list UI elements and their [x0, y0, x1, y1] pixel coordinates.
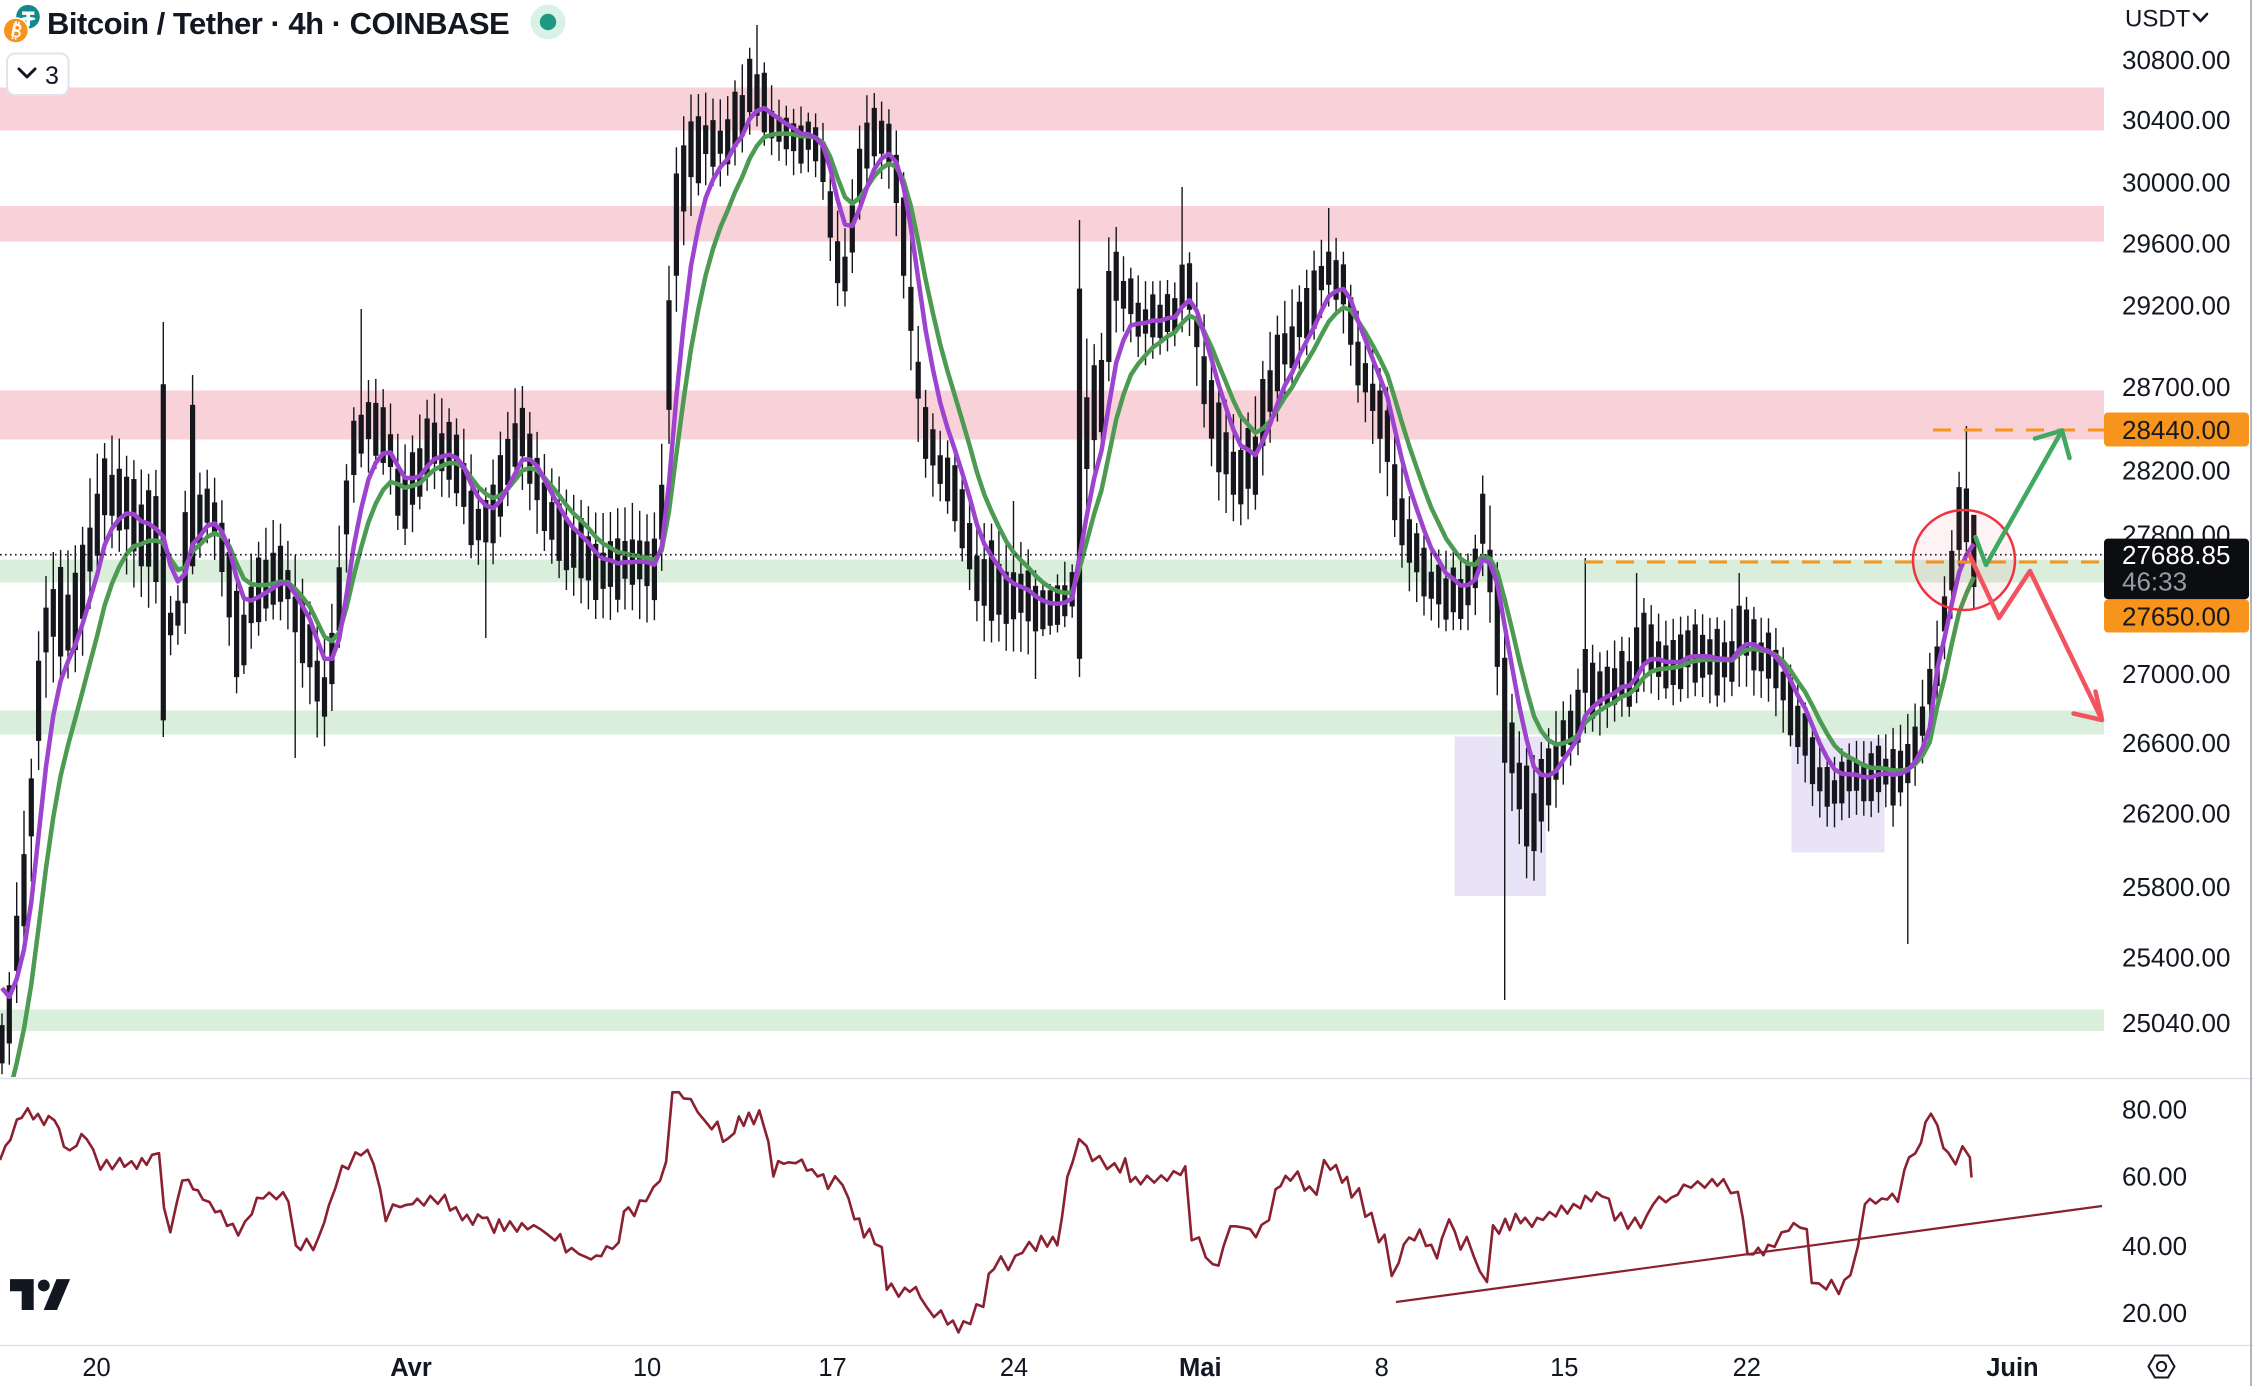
- svg-text:27650.00: 27650.00: [2122, 602, 2230, 632]
- svg-text:29200.00: 29200.00: [2122, 290, 2230, 320]
- svg-text:8: 8: [1375, 1354, 1389, 1382]
- svg-text:24: 24: [1000, 1354, 1028, 1382]
- svg-text:26200.00: 26200.00: [2122, 798, 2230, 828]
- svg-text:27688.85: 27688.85: [2122, 540, 2230, 570]
- svg-text:Mai: Mai: [1179, 1354, 1222, 1382]
- svg-text:25400.00: 25400.00: [2122, 943, 2230, 973]
- svg-text:17: 17: [818, 1354, 846, 1382]
- svg-text:40.00: 40.00: [2122, 1231, 2187, 1261]
- svg-text:29600.00: 29600.00: [2122, 229, 2230, 259]
- svg-text:46:33: 46:33: [2122, 567, 2187, 597]
- svg-text:25040.00: 25040.00: [2122, 1008, 2230, 1038]
- svg-text:25800.00: 25800.00: [2122, 872, 2230, 902]
- svg-text:60.00: 60.00: [2122, 1161, 2187, 1191]
- svg-text:3: 3: [45, 62, 59, 90]
- svg-text:10: 10: [633, 1354, 661, 1382]
- svg-text:Bitcoin / Tether · 4h · COINBA: Bitcoin / Tether · 4h · COINBASE: [47, 6, 509, 41]
- svg-text:15: 15: [1550, 1354, 1578, 1382]
- svg-text:80.00: 80.00: [2122, 1094, 2187, 1124]
- svg-text:30400.00: 30400.00: [2122, 105, 2230, 135]
- svg-text:26600.00: 26600.00: [2122, 728, 2230, 758]
- svg-text:USDT: USDT: [2125, 6, 2191, 33]
- svg-text:20.00: 20.00: [2122, 1298, 2187, 1328]
- svg-text:27000.00: 27000.00: [2122, 659, 2230, 689]
- svg-text:Juin: Juin: [1986, 1354, 2038, 1382]
- svg-text:28200.00: 28200.00: [2122, 455, 2230, 485]
- svg-text:30800.00: 30800.00: [2122, 45, 2230, 75]
- svg-text:28700.00: 28700.00: [2122, 372, 2230, 402]
- svg-text:28440.00: 28440.00: [2122, 415, 2230, 445]
- svg-text:Avr: Avr: [390, 1354, 432, 1382]
- svg-text:20: 20: [82, 1354, 110, 1382]
- svg-text:30000.00: 30000.00: [2122, 168, 2230, 198]
- svg-text:22: 22: [1733, 1354, 1761, 1382]
